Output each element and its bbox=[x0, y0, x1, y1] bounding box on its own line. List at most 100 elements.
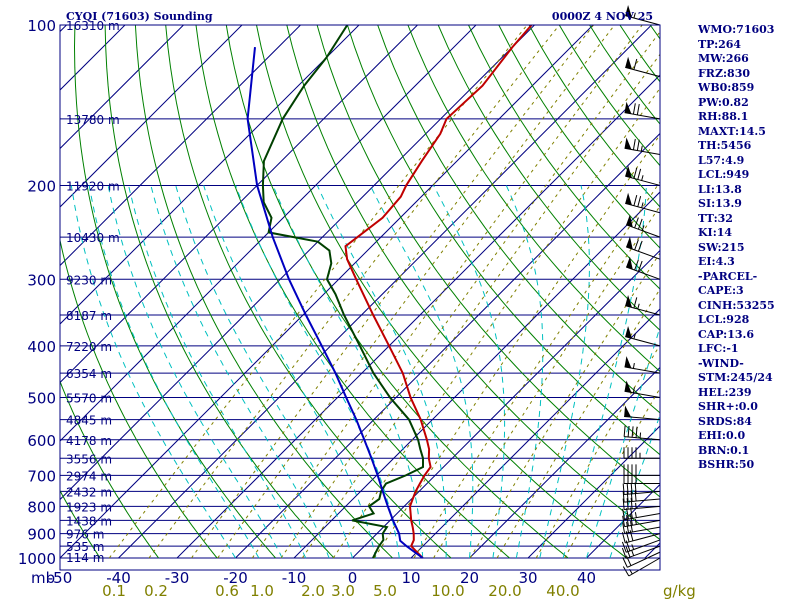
dry-adiabat-360 bbox=[377, 25, 660, 414]
height-label: 8187 m bbox=[66, 309, 112, 323]
wind-barb-300 bbox=[626, 256, 661, 280]
stat-item: KI:14 bbox=[698, 226, 733, 239]
temperature-trace bbox=[344, 25, 533, 559]
temperature-tick-label: -20 bbox=[223, 569, 248, 587]
pressure-tick-label: 700 bbox=[27, 467, 56, 485]
mixing-ratio-tick-label: 0.1 bbox=[102, 582, 126, 600]
mixing-ratio-line bbox=[191, 25, 594, 559]
temperature-tick-label: 30 bbox=[518, 569, 537, 587]
stat-item: BRN:0.1 bbox=[698, 443, 750, 457]
stat-item: SI:13.9 bbox=[698, 197, 742, 210]
mixing-ratio-line bbox=[433, 205, 660, 559]
pressure-tick-label: 1000 bbox=[18, 550, 56, 568]
dry-adiabat-240 bbox=[60, 380, 160, 559]
isotherm-lines bbox=[60, 25, 660, 559]
wind-barb-350 bbox=[625, 295, 661, 316]
height-label: 11920 m bbox=[66, 179, 120, 193]
dry-adiabat-380 bbox=[437, 25, 660, 331]
pressure-tick-label: 600 bbox=[27, 432, 56, 450]
isotherm-30 bbox=[527, 425, 660, 559]
stat-item: EHI:0.0 bbox=[698, 429, 746, 442]
height-label: 5570 m bbox=[66, 392, 112, 406]
wind-barb-125 bbox=[625, 56, 661, 78]
stat-item: TH:5456 bbox=[698, 139, 752, 152]
stat-item: TT:32 bbox=[698, 211, 733, 225]
dry-adiabat-250 bbox=[60, 237, 218, 559]
isotherm--50 bbox=[60, 25, 594, 559]
wind-barb-500 bbox=[624, 380, 661, 399]
mixing-ratio-tick-label: 40.0 bbox=[546, 582, 579, 600]
pressure-tick-label: 200 bbox=[27, 177, 56, 195]
dry-adiabat-lines bbox=[60, 25, 660, 559]
dry-adiabat-330 bbox=[286, 25, 660, 541]
wind-barb-450 bbox=[624, 356, 661, 374]
dry-adiabat-350 bbox=[346, 25, 660, 456]
isotherm--110 bbox=[60, 25, 243, 208]
mixing-ratio-line bbox=[373, 133, 660, 559]
mixing-ratio-line bbox=[251, 25, 643, 559]
moist-adiabat bbox=[539, 185, 590, 559]
moist-adiabat bbox=[316, 185, 447, 558]
stat-item: WMO:71603 bbox=[698, 23, 775, 36]
isotherm--80 bbox=[60, 25, 418, 384]
height-label: 4178 m bbox=[66, 434, 112, 448]
stat-item: LCL:928 bbox=[698, 313, 750, 326]
moist-adiabat bbox=[369, 185, 474, 559]
stat-item: CAPE:3 bbox=[698, 284, 744, 297]
isotherm--40 bbox=[118, 25, 652, 559]
dry-adiabat-230 bbox=[60, 489, 101, 559]
parcel-trace bbox=[246, 46, 424, 559]
mixing-ratio-tick-label: 1.0 bbox=[250, 582, 274, 600]
wind-barb-600 bbox=[623, 425, 661, 441]
stat-item: MAXT:14.5 bbox=[698, 124, 766, 138]
isotherm-10 bbox=[410, 308, 660, 559]
height-label: 4845 m bbox=[66, 414, 112, 428]
mixing-ratio-tick-label: 5.0 bbox=[373, 582, 397, 600]
mixing-ratio-line bbox=[564, 387, 660, 559]
stat-item: TP:264 bbox=[698, 37, 742, 51]
stat-item: MW:266 bbox=[698, 52, 749, 65]
height-label: 10430 m bbox=[66, 231, 120, 245]
mixing-ratio-unit-label: g/kg bbox=[663, 582, 696, 600]
sounding-traces bbox=[246, 25, 533, 559]
isotherm--10 bbox=[293, 191, 660, 559]
wind-barb-100 bbox=[625, 5, 661, 26]
temperature-tick-label: 10 bbox=[401, 569, 420, 587]
stat-item: SRDS:84 bbox=[698, 414, 752, 428]
moist-adiabat bbox=[562, 185, 647, 559]
wind-barb-725 bbox=[623, 472, 660, 485]
wind-barb-150 bbox=[624, 101, 661, 120]
temperature-tick-label: -10 bbox=[282, 569, 307, 587]
wind-barb-950 bbox=[621, 545, 661, 559]
mixing-ratio-line bbox=[413, 181, 660, 559]
mixing-ratio-line bbox=[301, 53, 660, 559]
wind-barb-775 bbox=[622, 490, 661, 503]
height-label: 114 m bbox=[66, 551, 104, 565]
stat-item: LI:13.8 bbox=[698, 182, 742, 196]
height-label: 535 m bbox=[66, 540, 104, 554]
mixing-ratio-line bbox=[217, 25, 615, 559]
dry-adiabat-270 bbox=[104, 25, 335, 559]
dewpoint-trace bbox=[261, 25, 424, 559]
height-label: 6354 m bbox=[66, 367, 112, 381]
isotherm--30 bbox=[176, 74, 660, 559]
wind-barb-175 bbox=[624, 137, 661, 156]
temperature-tick-label: 0 bbox=[348, 569, 358, 587]
mixing-ratio-tick-label: 20.0 bbox=[488, 582, 521, 600]
pressure-tick-label: 500 bbox=[27, 390, 56, 408]
chart-time: 0000Z 4 NOV 25 bbox=[552, 10, 653, 23]
wind-barb-750 bbox=[622, 482, 661, 496]
stat-item: WB0:859 bbox=[698, 81, 755, 94]
stat-item: -WIND- bbox=[698, 356, 744, 370]
sounding-indices-panel: WMO:71603 TP:264 MW:266 FRZ:830 WB0:859 PW:0.… bbox=[698, 23, 798, 473]
stat-item: BSHR:50 bbox=[698, 458, 755, 471]
pressure-tick-label: 400 bbox=[27, 338, 56, 356]
height-label: 2432 m bbox=[66, 485, 112, 499]
wind-barb-825 bbox=[622, 507, 661, 521]
pressure-tick-label: 800 bbox=[27, 498, 56, 516]
dry-adiabat-260 bbox=[73, 25, 276, 559]
stat-item: FRZ:830 bbox=[698, 66, 751, 80]
wind-barb-column bbox=[621, 5, 661, 577]
